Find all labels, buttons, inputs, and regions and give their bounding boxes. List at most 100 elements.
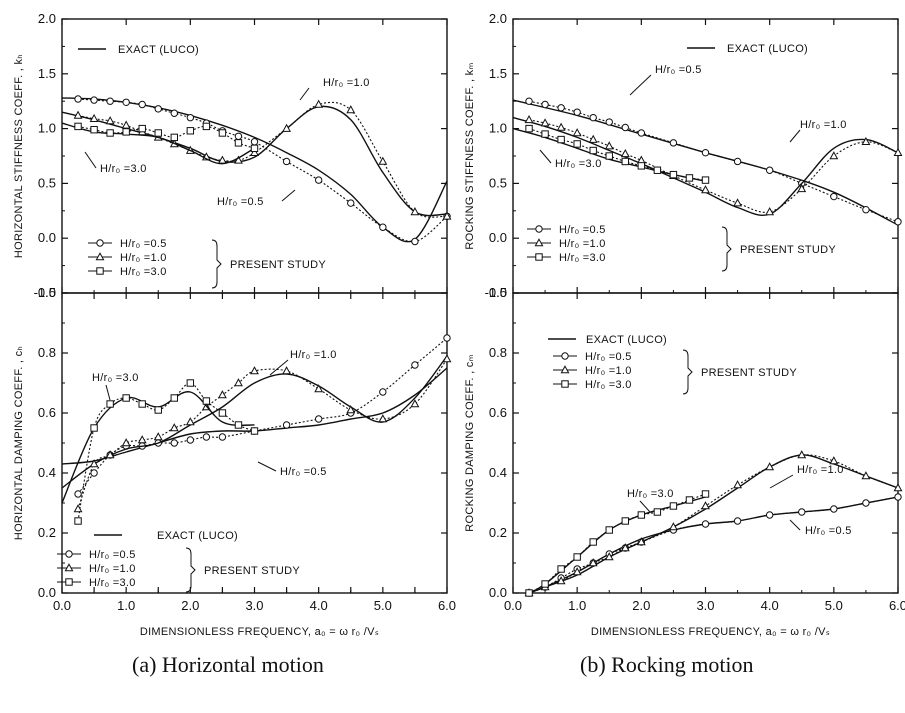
data-point-circle bbox=[605, 118, 613, 126]
legend-exact-label: EXACT (LUCO) bbox=[157, 530, 238, 542]
data-point-circle bbox=[314, 415, 323, 423]
series-present-line bbox=[77, 125, 255, 149]
x-tick-label: 0.0 bbox=[504, 598, 522, 613]
data-point-square bbox=[218, 409, 227, 417]
data-point-triangle bbox=[105, 116, 115, 125]
data-point-triangle bbox=[89, 459, 99, 468]
data-point-circle bbox=[573, 108, 581, 116]
data-point-triangle bbox=[765, 462, 775, 471]
annotation-leader bbox=[789, 129, 801, 143]
y-tick-label: 0.4 bbox=[38, 465, 56, 480]
y-tick-label: 0.8 bbox=[38, 345, 56, 360]
data-point-triangle bbox=[572, 128, 582, 137]
data-point-square bbox=[154, 129, 162, 137]
legend-exact-label: EXACT (LUCO) bbox=[727, 43, 808, 55]
data-point-square bbox=[90, 125, 98, 134]
x-tick-label: 0.0 bbox=[53, 598, 71, 613]
data-point-triangle bbox=[765, 207, 775, 216]
data-point-triangle bbox=[346, 405, 356, 414]
data-point-square bbox=[218, 129, 227, 137]
data-point-circle bbox=[90, 469, 98, 477]
legend-series-label: H/r₀ =1.0 bbox=[120, 252, 167, 264]
legend-marker-triangle bbox=[560, 365, 570, 374]
data-point-triangle bbox=[588, 558, 598, 567]
legend-present-label: PRESENT STUDY bbox=[740, 244, 836, 256]
data-point-circle bbox=[701, 149, 710, 157]
data-point-square bbox=[138, 400, 146, 408]
data-point-square bbox=[557, 135, 565, 144]
data-point-square bbox=[525, 124, 533, 133]
data-point-circle bbox=[347, 199, 355, 207]
data-point-circle bbox=[830, 505, 838, 513]
data-point-circle bbox=[411, 237, 419, 246]
data-point-triangle bbox=[620, 543, 630, 552]
legend-marker-circle bbox=[96, 239, 104, 247]
caption-rocking-motion: (b) Rocking motion bbox=[580, 652, 754, 677]
legend-marker-triangle bbox=[534, 238, 544, 247]
x-tick-label: 6.0 bbox=[438, 598, 456, 613]
data-point-square bbox=[234, 139, 243, 147]
data-point-square bbox=[589, 538, 597, 546]
legend-marker-square bbox=[535, 253, 543, 261]
data-point-triangle bbox=[556, 122, 566, 131]
data-point-circle bbox=[862, 499, 870, 507]
data-point-triangle bbox=[282, 123, 292, 132]
data-point-triangle bbox=[169, 423, 179, 432]
curve-annotation: H/r₀ =0.5 bbox=[655, 64, 702, 76]
annotation-leader bbox=[539, 149, 552, 164]
legend-series-label: H/r₀ =1.0 bbox=[89, 563, 136, 575]
legend-marker-circle bbox=[561, 352, 569, 360]
data-point-square bbox=[170, 394, 178, 402]
data-point-circle bbox=[669, 139, 678, 147]
y-tick-label: 0.4 bbox=[489, 465, 507, 480]
y-tick-label: 0.0 bbox=[38, 585, 56, 600]
curve-annotation: H/r₀ =3.0 bbox=[555, 158, 602, 170]
legend-series-label: H/r₀ =3.0 bbox=[120, 266, 167, 278]
data-point-triangle bbox=[442, 211, 452, 220]
legend-series-label: H/r₀ =3.0 bbox=[585, 379, 632, 391]
y-tick-label: 0.5 bbox=[38, 175, 56, 190]
data-point-triangle bbox=[733, 480, 743, 489]
legend-brace bbox=[721, 226, 732, 272]
y-tick-label: 0.2 bbox=[38, 525, 56, 540]
x-tick-label: 3.0 bbox=[245, 598, 263, 613]
data-point-triangle bbox=[314, 99, 324, 108]
data-point-square bbox=[74, 517, 82, 525]
data-point-triangle bbox=[604, 141, 614, 150]
legend-series-label: H/r₀ =3.0 bbox=[89, 577, 136, 589]
data-point-square bbox=[653, 166, 662, 174]
curve-annotation: H/r₀ =0.5 bbox=[217, 196, 264, 208]
data-point-triangle bbox=[89, 113, 99, 123]
data-point-circle bbox=[894, 218, 902, 226]
data-point-circle bbox=[106, 97, 114, 105]
data-point-triangle bbox=[234, 378, 243, 387]
data-point-triangle bbox=[73, 110, 83, 119]
data-point-circle bbox=[701, 520, 710, 528]
data-point-circle bbox=[186, 436, 195, 444]
x-tick-label: 5.0 bbox=[825, 598, 843, 613]
data-point-square bbox=[138, 124, 146, 133]
panel-horizontal-damping: 0.0 0.2 0.4 0.6 0.8 1.0 0.0 1.0 2.0 3.0 4.0 5.0 6.0 H… bbox=[13, 285, 456, 638]
data-point-triangle bbox=[234, 155, 243, 164]
annotation-leader bbox=[629, 74, 652, 96]
data-point-triangle bbox=[524, 114, 534, 124]
data-point-square bbox=[186, 379, 195, 387]
series-exact-line bbox=[528, 496, 706, 594]
annotation-leader bbox=[769, 474, 794, 489]
data-point-circle bbox=[202, 433, 211, 441]
legend-present-label: PRESENT STUDY bbox=[701, 367, 797, 379]
data-point-triangle bbox=[588, 134, 598, 143]
data-point-triangle bbox=[829, 456, 839, 465]
panel-horizontal-stiffness: -0.5 0.0 0.5 1.0 1.5 2.0 HORIZONTAL STIFFNESS … bbox=[13, 11, 452, 300]
legend-marker-circle bbox=[65, 550, 73, 558]
x-tick-label: 3.0 bbox=[696, 598, 714, 613]
series-exact-line bbox=[528, 496, 899, 594]
data-point-circle bbox=[589, 113, 597, 122]
y-tick-label: -0.5 bbox=[485, 285, 507, 300]
y-tick-label: 1.5 bbox=[489, 66, 507, 81]
data-point-circle bbox=[557, 104, 565, 112]
data-point-circle bbox=[122, 98, 130, 106]
annotation-leader bbox=[639, 500, 651, 513]
legend-present-label: PRESENT STUDY bbox=[230, 259, 326, 271]
plot-frame bbox=[512, 292, 899, 594]
